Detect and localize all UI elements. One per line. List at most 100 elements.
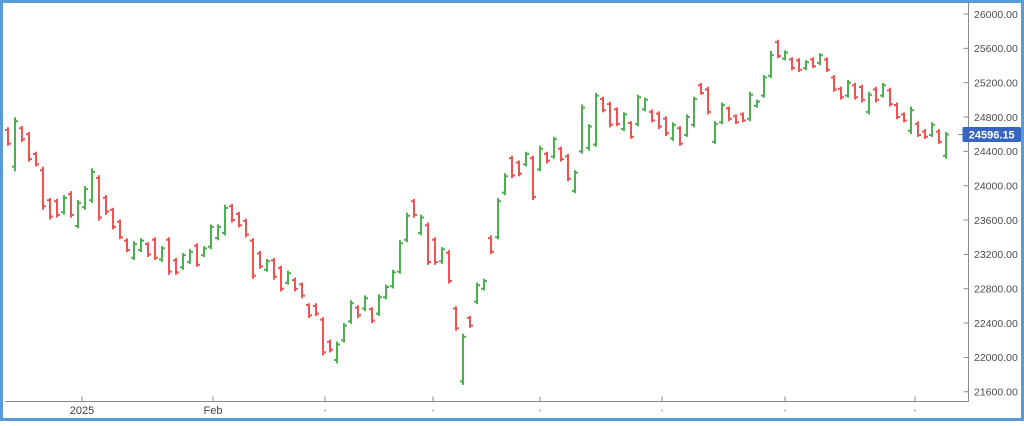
ohlc-bar <box>292 277 298 292</box>
ohlc-bar <box>124 238 130 253</box>
ohlc-bar <box>943 132 949 159</box>
ohlc-bar <box>684 114 690 137</box>
ohlc-bar <box>768 50 774 78</box>
last-price-badge-text: 24596.15 <box>969 129 1015 141</box>
ohlc-bar <box>285 270 291 285</box>
ohlc-bar <box>369 307 375 323</box>
ohlc-bar <box>250 238 256 279</box>
ohlc-bar <box>873 86 879 103</box>
ohlc-bar <box>593 92 599 147</box>
ohlc-bar <box>537 145 543 172</box>
ohlc-bar <box>96 175 102 221</box>
ohlc-bar <box>439 247 445 264</box>
ohlc-bar <box>47 198 53 220</box>
price-tick-label: 22400.00 <box>974 318 1018 330</box>
ohlc-bar <box>775 39 781 59</box>
ohlc-bar <box>754 99 760 108</box>
ohlc-bar <box>572 170 578 194</box>
ohlc-bar <box>719 102 725 125</box>
ohlc-bar <box>488 235 494 254</box>
ohlc-bar <box>215 224 221 241</box>
ohlc-bar <box>187 249 193 264</box>
price-tick-label: 24000.00 <box>974 181 1018 193</box>
ohlc-bar <box>733 114 739 125</box>
ohlc-bar <box>467 316 473 328</box>
ohlc-bar <box>852 82 858 100</box>
ohlc-bar <box>691 96 697 128</box>
ohlc-bar <box>131 241 137 260</box>
ohlc-bar <box>362 295 368 312</box>
ohlc-bar <box>929 122 935 137</box>
ohlc-bar <box>40 166 46 210</box>
ohlc-bar <box>271 258 277 280</box>
ohlc-bar <box>530 155 536 200</box>
time-minor-dot <box>783 409 787 412</box>
ohlc-bar <box>698 82 704 95</box>
ohlc-bar <box>54 198 60 218</box>
ohlc-bar <box>600 96 606 113</box>
ohlc-bar <box>159 246 165 262</box>
price-tick-label: 26000.00 <box>974 9 1018 21</box>
time-minor-dot <box>538 409 542 412</box>
ohlc-bar <box>838 86 844 100</box>
ohlc-bar <box>334 341 340 364</box>
ohlc-bar <box>222 204 228 236</box>
ohlc-bar <box>103 195 109 215</box>
ohlc-bar <box>341 323 347 343</box>
ohlc-bar <box>61 195 67 215</box>
price-tick-label: 25600.00 <box>974 43 1018 55</box>
ohlc-bar <box>908 106 914 134</box>
ohlc-bar <box>89 168 95 203</box>
ohlc-bar <box>26 132 32 162</box>
ohlc-bar <box>453 306 459 331</box>
ohlc-bar <box>75 200 81 229</box>
price-tick-label: 23200.00 <box>974 249 1018 261</box>
ohlc-bar <box>824 57 830 72</box>
ohlc-bar <box>306 303 312 318</box>
ohlc-bar <box>894 102 900 120</box>
ohlc-bar <box>635 94 641 127</box>
ohlc-bar <box>404 212 410 243</box>
ohlc-bar <box>607 101 613 128</box>
ohlc-bar <box>551 136 557 159</box>
ohlc-bar <box>194 243 200 267</box>
ohlc-bar <box>33 151 39 167</box>
ohlc-bar <box>383 284 389 300</box>
ohlc-bar <box>614 107 620 127</box>
ohlc-bar <box>628 121 634 139</box>
ohlc-bar <box>509 155 515 179</box>
ohlc-bar <box>152 237 158 260</box>
ohlc-bar <box>670 122 676 141</box>
ohlc-bar <box>257 251 263 269</box>
ohlc-bar <box>446 250 452 284</box>
ohlc-bar <box>796 58 802 72</box>
ohlc-bar <box>915 121 921 137</box>
ohlc-bar <box>481 278 487 291</box>
ohlc-bar <box>845 79 851 98</box>
ohlc-bar <box>621 112 627 132</box>
ohlc-bar <box>201 246 207 257</box>
ohlc-bar <box>880 82 886 98</box>
ohlc-bar <box>558 146 564 162</box>
ohlc-bar <box>278 265 284 292</box>
ohlc-bar <box>138 238 144 253</box>
ohlc-bar <box>649 109 655 123</box>
ohlc-bar <box>166 237 172 275</box>
time-minor-dot <box>323 409 327 412</box>
ohlc-bar <box>243 218 249 238</box>
ohlc-bar <box>642 97 648 112</box>
ohlc-bar <box>145 242 151 257</box>
time-minor-dot <box>913 409 917 412</box>
ohlc-bar <box>12 117 18 172</box>
ohlc-bar <box>810 57 816 69</box>
ohlc-bar <box>397 240 403 274</box>
ohlc-bar <box>474 282 480 305</box>
ohlc-bar <box>110 207 116 230</box>
ohlc-bar <box>425 222 431 265</box>
ohlc-bar <box>782 50 788 61</box>
ohlc-bar <box>19 126 25 142</box>
time-tick-label: Feb <box>204 405 223 417</box>
ohlc-bar <box>376 294 382 316</box>
